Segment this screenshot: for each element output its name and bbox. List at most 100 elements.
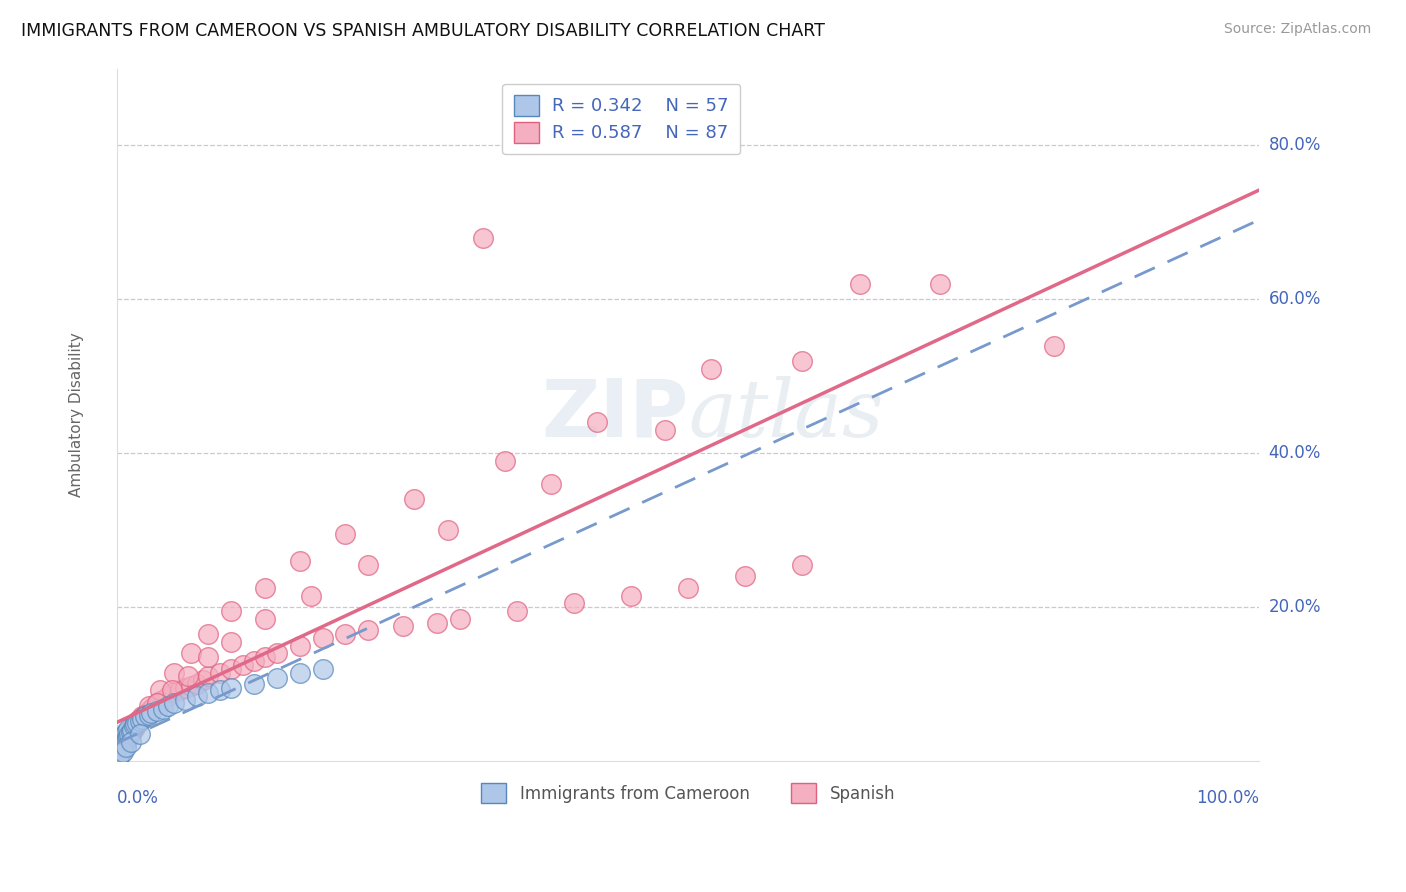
Point — [792, 354, 814, 368]
Point — [110, 735, 132, 749]
Text: 80.0%: 80.0% — [1268, 136, 1322, 154]
Point — [163, 697, 186, 711]
Point — [160, 683, 183, 698]
Point — [122, 719, 145, 733]
Point — [437, 523, 460, 537]
Point — [232, 657, 254, 672]
Point — [110, 747, 132, 761]
Point — [120, 724, 142, 739]
Point — [676, 581, 699, 595]
Point — [124, 717, 146, 731]
Point — [449, 612, 471, 626]
Point — [141, 702, 163, 716]
Point — [311, 631, 333, 645]
Point — [108, 745, 131, 759]
Point — [107, 752, 129, 766]
Point — [219, 662, 242, 676]
Point — [128, 712, 150, 726]
Point — [197, 627, 219, 641]
Point — [700, 361, 723, 376]
Point — [208, 683, 231, 698]
Point — [138, 707, 160, 722]
Point — [115, 731, 138, 745]
Point — [149, 683, 172, 698]
Text: 0.0%: 0.0% — [117, 789, 159, 806]
Point — [142, 700, 165, 714]
Point — [134, 709, 156, 723]
Point — [1043, 338, 1066, 352]
Point — [471, 231, 494, 245]
Text: Source: ZipAtlas.com: Source: ZipAtlas.com — [1223, 22, 1371, 37]
Text: 100.0%: 100.0% — [1197, 789, 1260, 806]
Point — [620, 589, 643, 603]
Point — [180, 646, 202, 660]
Point — [848, 277, 870, 291]
Point — [335, 527, 357, 541]
Point — [117, 731, 139, 745]
Point — [110, 745, 132, 759]
Point — [266, 671, 288, 685]
Point — [120, 735, 142, 749]
Point — [115, 731, 138, 745]
Point — [121, 723, 143, 738]
Point — [107, 745, 129, 759]
Point — [254, 612, 277, 626]
Point — [110, 740, 132, 755]
Point — [107, 742, 129, 756]
Point — [149, 694, 172, 708]
Point — [117, 722, 139, 736]
Point — [110, 742, 132, 756]
Point — [197, 669, 219, 683]
Point — [197, 650, 219, 665]
Point — [131, 709, 153, 723]
Point — [540, 477, 562, 491]
Point — [335, 627, 357, 641]
Point — [254, 581, 277, 595]
Legend: Immigrants from Cameroon, Spanish: Immigrants from Cameroon, Spanish — [470, 772, 907, 815]
Point — [107, 750, 129, 764]
Text: Ambulatory Disability: Ambulatory Disability — [69, 333, 84, 497]
Point — [115, 724, 138, 739]
Point — [734, 569, 756, 583]
Point — [112, 739, 135, 753]
Point — [111, 742, 134, 756]
Point — [111, 739, 134, 753]
Point — [299, 589, 322, 603]
Point — [266, 646, 288, 660]
Point — [243, 677, 266, 691]
Point — [426, 615, 449, 630]
Point — [115, 735, 138, 749]
Point — [219, 604, 242, 618]
Point — [197, 686, 219, 700]
Point — [585, 416, 607, 430]
Point — [115, 740, 138, 755]
Point — [163, 665, 186, 680]
Point — [110, 740, 132, 755]
Point — [122, 719, 145, 733]
Text: 20.0%: 20.0% — [1268, 599, 1322, 616]
Point — [114, 732, 136, 747]
Point — [128, 714, 150, 728]
Point — [108, 742, 131, 756]
Point — [357, 624, 380, 638]
Point — [115, 727, 138, 741]
Point — [127, 717, 149, 731]
Point — [115, 732, 138, 747]
Point — [108, 740, 131, 755]
Point — [127, 715, 149, 730]
Point — [243, 654, 266, 668]
Point — [208, 665, 231, 680]
Point — [177, 669, 200, 683]
Point — [391, 619, 413, 633]
Point — [138, 698, 160, 713]
Point — [131, 712, 153, 726]
Point — [108, 750, 131, 764]
Point — [108, 747, 131, 761]
Point — [311, 662, 333, 676]
Point — [110, 737, 132, 751]
Point — [219, 681, 242, 695]
Point — [163, 685, 186, 699]
Point — [111, 732, 134, 747]
Point — [494, 454, 516, 468]
Text: 40.0%: 40.0% — [1268, 444, 1322, 462]
